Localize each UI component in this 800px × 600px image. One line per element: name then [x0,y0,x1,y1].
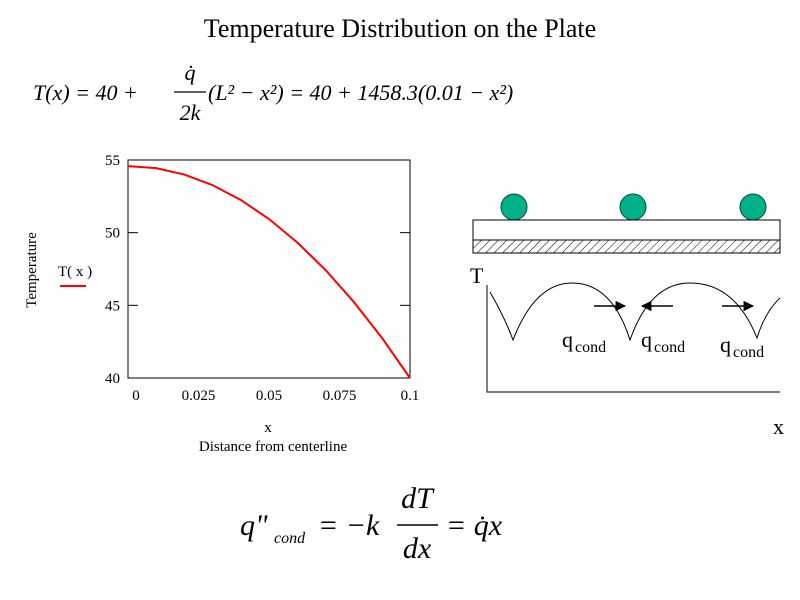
diagram-axes [486,285,780,393]
slide-title: Temperature Distribution on the Plate [204,14,596,43]
flux-label-sub: cond [575,339,606,356]
flux-subscript: cond [274,530,306,547]
plate-diagram: T x [470,193,784,439]
flux-label: q [562,327,573,352]
plate [472,219,781,241]
data-line [127,165,411,379]
flux-middle: = −k [318,509,380,542]
plot-frame [127,159,411,379]
temperature-profile [489,282,781,342]
x-tick-label: 0.075 [323,388,357,404]
flux-label: q [720,332,731,357]
flux-lhs: q" [240,509,268,542]
heat-source [739,193,767,221]
heat-source [500,193,528,221]
heat-source [619,193,647,221]
x-axis-label: x [264,420,272,436]
equation-lhs: T(x) = 40 + [33,80,138,105]
x-tick-label: 0 [132,388,140,404]
equation-denominator: 2k [180,100,202,125]
flux-numerator: dT [401,482,435,515]
flux-label-sub: cond [654,339,685,356]
diagram-x-label: x [773,414,784,439]
flux-label: q [641,327,652,352]
equation-numerator: q̇ [185,60,196,85]
plate-base [472,239,781,254]
x-tick-label: 0.05 [256,388,282,404]
y-tick-label: 55 [105,153,120,169]
flux-denominator: dx [403,532,432,565]
flux-rhs: = q̇x [446,509,503,542]
legend-label: T( x ) [58,264,92,280]
y-tick-label: 45 [105,298,120,314]
diagram-y-label: T [470,263,484,288]
flux-label-sub: cond [733,344,764,361]
x-tick-label: 0.1 [401,388,420,404]
x-tick-label: 0.025 [182,388,216,404]
y-tick-label: 50 [105,226,120,242]
x-axis-sublabel: Distance from centerline [199,439,348,455]
y-tick-label: 40 [105,371,120,387]
equation-rhs: (L² − x²) = 40 + 1458.3(0.01 − x²) [208,80,513,105]
y-axis-label: Temperature [24,232,40,308]
